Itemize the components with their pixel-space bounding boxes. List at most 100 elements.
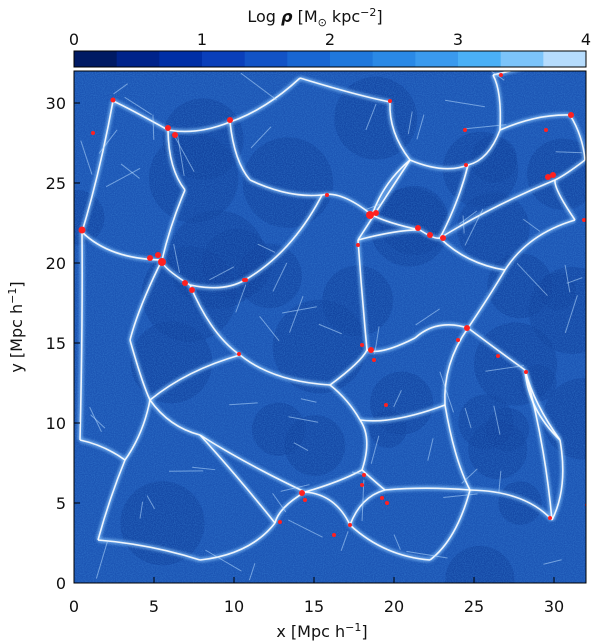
filament-wisp bbox=[406, 550, 448, 559]
filament-wisp bbox=[248, 563, 256, 581]
filament-wisp bbox=[80, 140, 93, 175]
filament-wisp bbox=[105, 167, 141, 188]
filament-path bbox=[357, 239, 368, 351]
filament-wisp bbox=[240, 72, 277, 101]
filament-path bbox=[129, 339, 151, 401]
halo-marker bbox=[366, 211, 374, 219]
halo-marker bbox=[325, 193, 329, 197]
filament-wisp bbox=[393, 534, 401, 550]
colorbar-block bbox=[543, 51, 587, 67]
filament-wisp bbox=[146, 495, 156, 510]
y-axis-ticks: 0 5 10 15 20 25 30 bbox=[46, 94, 80, 593]
halo-marker bbox=[299, 490, 305, 496]
x-tick-label: 25 bbox=[464, 597, 484, 616]
filament-path bbox=[467, 269, 506, 329]
colorbar-tick-label: 3 bbox=[453, 30, 463, 49]
colorbar-blocks bbox=[74, 51, 587, 67]
x-tick-label: 10 bbox=[224, 597, 244, 616]
filament-path bbox=[167, 129, 186, 191]
filament-path bbox=[299, 77, 391, 103]
filament-wisp bbox=[485, 365, 524, 372]
x-axis-label-exp: −1 bbox=[345, 621, 361, 634]
colorbar-tick-label: 4 bbox=[581, 30, 591, 49]
filament-path bbox=[554, 179, 576, 221]
halo-marker bbox=[360, 343, 364, 347]
filament-wisp bbox=[229, 402, 258, 406]
filament-wisp bbox=[192, 466, 216, 471]
y-axis-label-close: ] bbox=[7, 281, 26, 287]
halo-marker bbox=[388, 99, 392, 103]
filament-wisp bbox=[272, 262, 288, 292]
filament-wisp bbox=[393, 390, 402, 408]
colorbar-block bbox=[244, 51, 288, 67]
colorbar-block bbox=[458, 51, 502, 67]
halo-marker bbox=[464, 163, 468, 167]
density-noise-texture bbox=[74, 71, 586, 583]
filament-path bbox=[359, 419, 368, 471]
filament-wisp bbox=[90, 414, 106, 429]
halo-marker bbox=[91, 131, 95, 135]
colorbar-block bbox=[159, 51, 203, 67]
filament-path bbox=[244, 194, 323, 281]
filament-wisp bbox=[516, 262, 548, 297]
filament-wisp bbox=[427, 438, 434, 461]
filament-wisp bbox=[564, 264, 571, 293]
filament-path bbox=[439, 164, 469, 239]
filament-path bbox=[304, 469, 363, 493]
filament-wisp bbox=[464, 124, 507, 130]
filament-wisp bbox=[340, 531, 349, 551]
x-tick-label: 5 bbox=[149, 597, 159, 616]
halo-marker bbox=[332, 533, 336, 537]
filament-wisp bbox=[139, 501, 144, 519]
halo-marker bbox=[544, 128, 548, 132]
halo-marker bbox=[380, 496, 384, 500]
halo-marker bbox=[372, 358, 376, 362]
y-axis-label-main: y [Mpc h bbox=[7, 304, 26, 373]
filament-path bbox=[467, 129, 501, 166]
filament-wisp bbox=[415, 308, 440, 326]
halo-marker bbox=[499, 73, 503, 77]
filament-wisp bbox=[491, 71, 505, 81]
filament-path bbox=[409, 159, 469, 170]
halo-marker bbox=[415, 225, 421, 231]
filament-path bbox=[499, 114, 571, 131]
filament-path bbox=[504, 219, 576, 271]
filament-path bbox=[189, 279, 246, 289]
halo-marker bbox=[545, 174, 551, 180]
halo-marker bbox=[237, 352, 241, 356]
halo-marker bbox=[165, 125, 171, 131]
y-axis-label-exp: −1 bbox=[6, 288, 19, 304]
filament-path bbox=[189, 284, 241, 356]
x-tick-label: 30 bbox=[544, 597, 564, 616]
halo-marker bbox=[172, 132, 178, 138]
colorbar-tick-label: 0 bbox=[69, 30, 79, 49]
filament-path bbox=[161, 189, 186, 261]
colorbar-block bbox=[116, 51, 160, 67]
filament-wisp bbox=[461, 468, 478, 484]
filament-path bbox=[384, 487, 471, 491]
filament-path bbox=[389, 101, 411, 161]
halo-marker bbox=[568, 112, 574, 118]
filament-path bbox=[551, 439, 564, 521]
filament-wisp bbox=[318, 323, 342, 335]
filament-path bbox=[469, 489, 553, 521]
filament-wisp bbox=[235, 284, 247, 313]
filament-path bbox=[444, 327, 469, 406]
filament-wisp bbox=[300, 398, 317, 403]
halo-marker bbox=[440, 235, 446, 241]
filament-path bbox=[371, 159, 411, 216]
halo-marker bbox=[356, 243, 360, 247]
filament-path bbox=[249, 179, 323, 197]
filament-wisp bbox=[209, 266, 235, 281]
filament-wisp bbox=[205, 549, 242, 572]
filament-wisp bbox=[293, 442, 309, 451]
y-tick-label: 5 bbox=[56, 494, 66, 513]
filament-path bbox=[149, 399, 201, 436]
halo-marker bbox=[524, 370, 528, 374]
filament-path bbox=[444, 404, 471, 491]
filament-wisp bbox=[280, 484, 310, 492]
y-tick-label: 30 bbox=[46, 94, 66, 113]
filament-wisp bbox=[288, 519, 323, 538]
halo-marker bbox=[189, 287, 195, 293]
filament-path bbox=[199, 434, 306, 493]
